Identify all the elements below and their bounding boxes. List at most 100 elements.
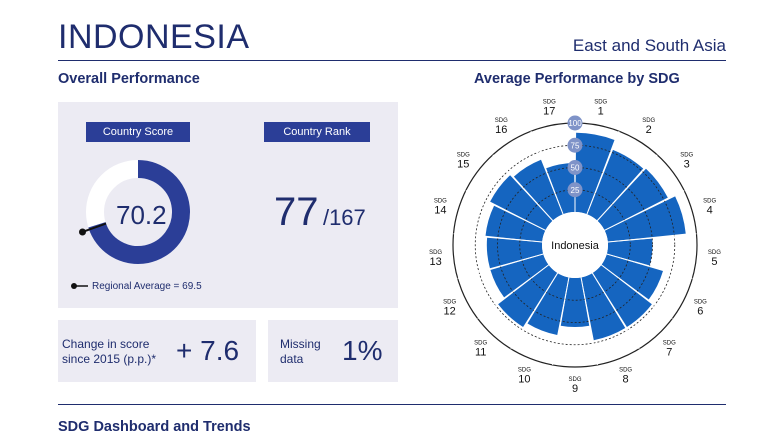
goal-prefix-10: SDG: [518, 368, 531, 374]
bar-separator: [604, 190, 685, 231]
sdg-bar-4: [604, 196, 686, 242]
dashboard-trends-heading: SDG Dashboard and Trends: [58, 419, 251, 435]
goal-label-17: 17: [543, 105, 555, 117]
ring-label-100: 100: [568, 119, 582, 128]
bar-separator: [530, 131, 564, 215]
bar-separator: [465, 190, 546, 231]
bar-separator: [586, 131, 620, 215]
goal-prefix-16: SDG: [495, 118, 508, 124]
goal-prefix-3: SDG: [680, 153, 693, 159]
sdg-bar-3: [597, 168, 668, 230]
sdg-bar-5: [606, 238, 653, 266]
change-in-score-panel: Change in score since 2015 (p.p.)* + 7.6: [58, 320, 256, 382]
country-score-value: 70.2: [116, 200, 167, 230]
change-in-score-value: + 7.6: [176, 335, 240, 366]
ring-label-75: 75: [571, 141, 580, 150]
ring-label-50: 50: [571, 164, 580, 173]
goal-label-4: 4: [707, 205, 713, 217]
goal-label-3: 3: [684, 159, 690, 171]
goal-label-10: 10: [518, 374, 530, 386]
ring-label-badge-100: [567, 115, 583, 131]
goal-label-9: 9: [572, 383, 578, 395]
bar-separator: [552, 277, 570, 366]
bar-separator: [453, 233, 543, 243]
goal-label-15: 15: [457, 159, 469, 171]
goal-label-13: 13: [429, 256, 441, 268]
change-label-line1: Change in score: [62, 337, 150, 351]
header-divider: [58, 60, 726, 61]
goal-prefix-2: SDG: [642, 118, 655, 124]
goal-label-12: 12: [444, 305, 456, 317]
bar-separator: [457, 253, 544, 279]
missing-label-line1: Missing: [280, 337, 321, 351]
goal-prefix-15: SDG: [457, 153, 470, 159]
goal-prefix-4: SDG: [703, 199, 716, 205]
chart-center-label: Indonesia: [551, 240, 600, 252]
country-title: INDONESIA: [58, 18, 250, 56]
regional-average-legend-icon: [71, 283, 88, 289]
goal-label-2: 2: [646, 124, 652, 136]
change-label-line2: since 2015 (p.p.)*: [62, 352, 157, 366]
bar-separator: [510, 272, 559, 349]
sdg-bar-1: [575, 132, 615, 215]
sdg-bar-16: [513, 159, 563, 221]
score-donut: [78, 160, 190, 264]
chart-center-hole: [542, 212, 608, 278]
sdg-bar-6: [601, 254, 663, 300]
missing-data-panel: Missing data 1%: [268, 320, 398, 382]
regional-average-marker-line: [82, 222, 107, 233]
bar-separator: [607, 233, 697, 243]
missing-data-label: Missing data: [280, 337, 321, 367]
goal-prefix-8: SDG: [619, 368, 632, 374]
sdg-bar-14: [485, 205, 546, 242]
bar-separator: [492, 154, 554, 221]
bar-separator: [606, 253, 693, 279]
sdg-bar-12: [490, 254, 549, 298]
country-rank-tag: Country Rank: [264, 122, 370, 142]
sdg-bar-17: [546, 163, 575, 215]
bar-separator: [596, 154, 658, 221]
country-score-tag: Country Score: [86, 122, 190, 142]
region-label: East and South Asia: [572, 36, 726, 55]
missing-label-line2: data: [280, 352, 304, 366]
bar-separator: [477, 264, 549, 319]
goal-prefix-14: SDG: [434, 199, 447, 205]
goal-prefix-1: SDG: [594, 99, 607, 105]
goal-prefix-6: SDG: [694, 299, 707, 305]
goal-prefix-11: SDG: [474, 340, 487, 346]
goal-label-5: 5: [711, 256, 717, 268]
sdg-bar-11: [498, 265, 558, 328]
bar-separator: [580, 277, 598, 366]
goal-prefix-13: SDG: [429, 250, 442, 256]
bar-separator: [591, 272, 640, 349]
sdg-bar-15: [490, 175, 553, 230]
sdg-bar-10: [527, 273, 569, 336]
country-rank-total: /167: [322, 205, 366, 230]
sdg-chart-heading: Average Performance by SDG: [474, 71, 680, 87]
sdg-bar-8: [581, 273, 626, 341]
goal-label-8: 8: [623, 374, 629, 386]
sdg-bar-13: [486, 237, 544, 269]
ring-label-badge-75: [567, 137, 583, 153]
ring-label-25: 25: [571, 186, 580, 195]
goal-label-16: 16: [495, 124, 507, 136]
footer-divider: [58, 404, 726, 405]
sdg-bar-7: [592, 265, 652, 328]
sdg-bar-9: [560, 277, 590, 327]
goal-prefix-7: SDG: [663, 340, 676, 346]
goal-label-7: 7: [666, 346, 672, 358]
grid-ring-25: [519, 189, 631, 301]
change-in-score-label: Change in score since 2015 (p.p.)*: [62, 337, 156, 367]
goal-prefix-5: SDG: [708, 250, 721, 256]
goal-label-11: 11: [475, 346, 486, 358]
goal-prefix-9: SDG: [568, 377, 581, 383]
ring-label-badge-25: [567, 182, 583, 198]
missing-data-value: 1%: [342, 335, 383, 366]
sdg-bar-2: [587, 149, 644, 221]
overall-panel: Country Score 70.2 Regional Average = 69…: [58, 102, 398, 308]
goal-label-14: 14: [434, 205, 446, 217]
goal-label-6: 6: [697, 305, 703, 317]
country-rank-value: 77: [274, 190, 319, 234]
donut-score-arc: [88, 160, 190, 264]
overall-performance-heading: Overall Performance: [58, 71, 200, 87]
